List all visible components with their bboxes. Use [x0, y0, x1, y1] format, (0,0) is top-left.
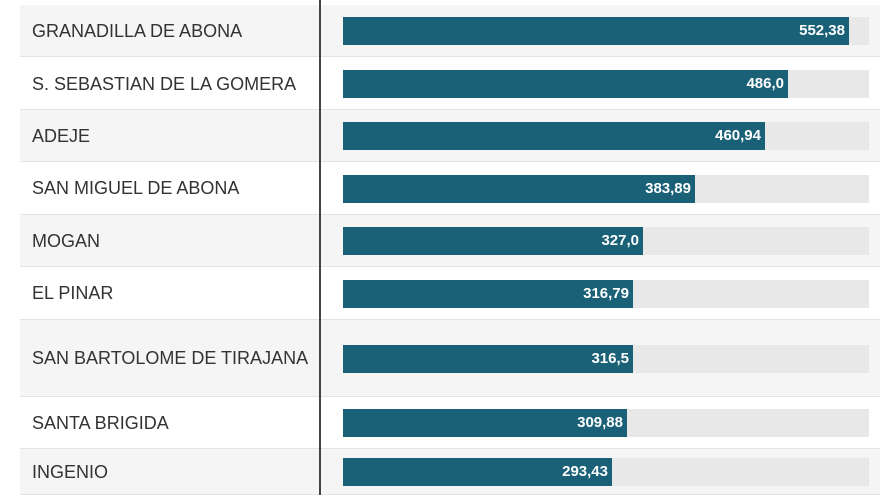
bar — [343, 280, 633, 308]
bar — [343, 345, 633, 373]
bar-value-label: 309,88 — [577, 414, 623, 431]
bar — [343, 227, 643, 255]
row-divider — [20, 56, 880, 57]
chart-row: SANTA BRIGIDA 309,88 — [20, 397, 880, 449]
bar-value-label: 486,0 — [746, 75, 784, 92]
category-label: SANTA BRIGIDA — [32, 412, 169, 433]
row-divider — [20, 266, 880, 267]
row-divider — [20, 214, 880, 215]
bar — [343, 458, 612, 486]
bar-value-label: 293,43 — [562, 463, 608, 480]
chart-row: SAN BARTOLOME DE TIRAJANA 316,5 — [20, 320, 880, 397]
row-divider — [20, 319, 880, 320]
bar — [343, 70, 788, 98]
bar-value-label: 383,89 — [645, 180, 691, 197]
bar-value-label: 327,0 — [601, 232, 639, 249]
bar — [343, 17, 849, 45]
category-label: SAN BARTOLOME DE TIRAJANA — [32, 348, 309, 368]
chart-row: S. SEBASTIAN DE LA GOMERA 486,0 — [20, 58, 880, 110]
bar-value-label: 316,79 — [583, 285, 629, 302]
axis-divider — [319, 0, 321, 495]
chart-row: MOGAN 327,0 — [20, 215, 880, 267]
bar-value-label: 460,94 — [715, 127, 761, 144]
category-label: S. SEBASTIAN DE LA GOMERA — [32, 73, 297, 94]
category-label: MOGAN — [32, 230, 101, 251]
bar — [343, 175, 695, 203]
category-label: ADEJE — [32, 125, 91, 146]
category-label: SAN MIGUEL DE ABONA — [32, 178, 240, 198]
row-divider — [20, 448, 880, 449]
row-divider — [20, 161, 880, 162]
chart-row: ADEJE 460,94 — [20, 110, 880, 162]
bar — [343, 409, 627, 437]
chart-row: EL PINAR 316,79 — [20, 267, 880, 320]
bar-value-label: 316,5 — [591, 350, 629, 367]
chart-row: INGENIO 293,43 — [20, 449, 880, 495]
category-label: INGENIO — [32, 461, 109, 482]
row-divider — [20, 109, 880, 110]
chart-row: GRANADILLA DE ABONA 552,38 — [20, 5, 880, 57]
bar-value-label: 552,38 — [799, 22, 845, 39]
category-label: GRANADILLA DE ABONA — [32, 20, 243, 41]
bar — [343, 122, 765, 150]
category-label: EL PINAR — [32, 283, 114, 303]
row-divider — [20, 396, 880, 397]
chart-row: SAN MIGUEL DE ABONA 383,89 — [20, 162, 880, 215]
